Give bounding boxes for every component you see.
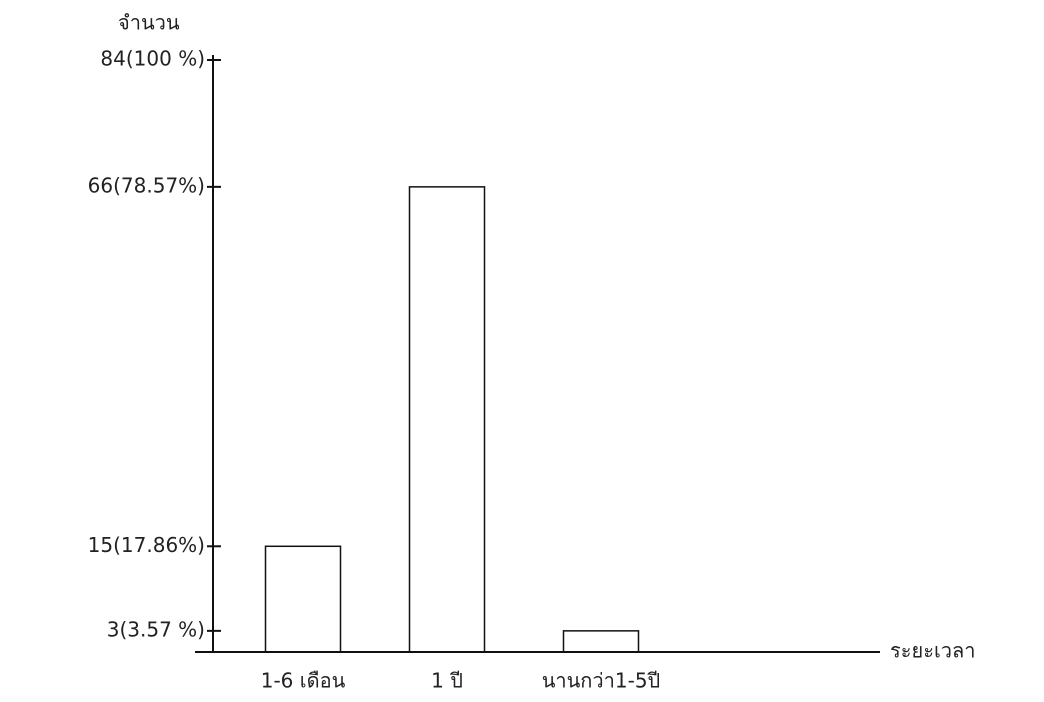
bar [408, 186, 486, 653]
x-tick-label: นานกว่า1-5ปี [542, 669, 661, 693]
y-tick-label: 15(17.86%) [88, 533, 205, 557]
bar [562, 630, 640, 653]
y-tick-label: 84(100 %) [100, 47, 205, 71]
x-tick-label: 1-6 เดือน [261, 669, 346, 693]
y-tick-label: 3(3.57 %) [107, 617, 205, 641]
bar [264, 545, 342, 653]
y-axis-label: จำนวน [118, 11, 180, 35]
x-axis-label: ระยะเวลา [890, 639, 976, 663]
y-tick-label: 66(78.57%) [88, 173, 205, 197]
x-tick-label: 1 ปี [431, 669, 463, 693]
